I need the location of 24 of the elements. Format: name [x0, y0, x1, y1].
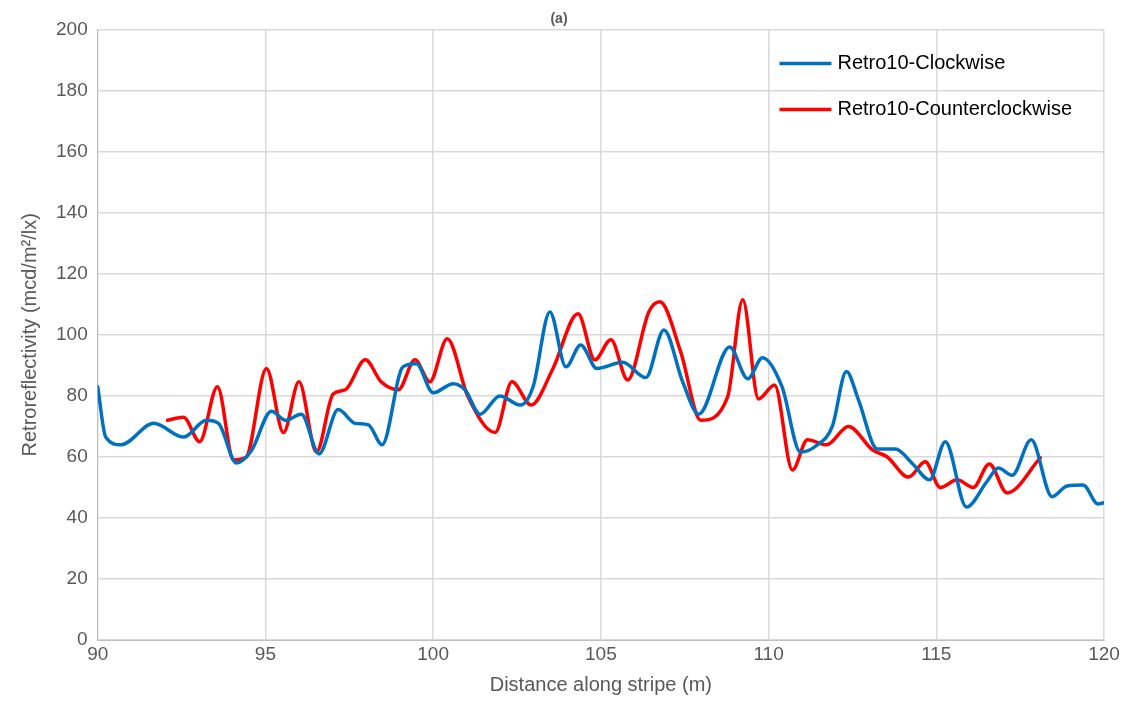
y-tick-label: 40: [66, 506, 88, 528]
legend-label: Retro10-Counterclockwise: [837, 96, 1073, 119]
legend-label: Retro10-Clockwise: [837, 50, 1006, 73]
y-tick-label: 60: [66, 445, 88, 467]
y-tick-label: 20: [66, 567, 88, 589]
y-tick-label: 180: [56, 78, 88, 100]
y-tick-label: 100: [56, 323, 88, 345]
y-tick-label: 0: [77, 628, 88, 650]
y-tick-label: 120: [56, 261, 88, 283]
chart-title: (a): [550, 9, 568, 26]
y-tick-label: 200: [56, 17, 88, 39]
y-axis-title: Retroreflectivity (mcd/m²/lx): [17, 213, 40, 457]
y-tick-label: 140: [56, 200, 88, 222]
y-tick-label: 80: [66, 384, 88, 406]
x-tick-label: 120: [1088, 642, 1120, 664]
x-tick-label: 100: [417, 642, 449, 664]
x-axis-title: Distance along stripe (m): [489, 672, 713, 695]
x-tick-label: 110: [753, 642, 784, 664]
x-tick-label: 95: [254, 642, 276, 664]
x-tick-label: 90: [87, 642, 109, 664]
y-tick-label: 160: [56, 139, 88, 161]
line-series: [97, 310, 1104, 509]
x-tick-label: 105: [585, 642, 617, 664]
x-tick-label: 115: [921, 642, 952, 664]
